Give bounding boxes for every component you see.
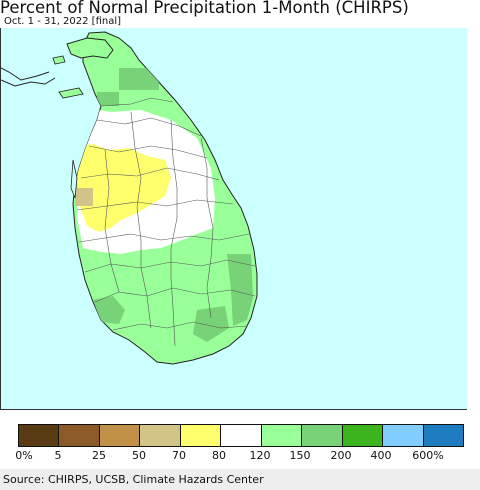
source-credit: Source: CHIRPS, UCSB, Climate Hazards Ce… [0,469,480,490]
date-range-subtitle: Oct. 1 - 31, 2022 [final] [4,16,122,27]
legend-label: 120 [249,449,271,462]
puttalam-lagoon [70,159,78,199]
legend-swatch [19,425,60,446]
legend-swatch [221,425,262,446]
map-title: Percent of Normal Precipitation 1-Month … [0,0,409,17]
dry-patch [75,188,93,206]
color-legend [18,424,464,447]
jaffna-peninsula [66,37,114,59]
island-delft [52,55,66,65]
legend-label: 5 [54,449,62,462]
legend-label: 80 [212,449,226,462]
legend-swatch [180,425,222,446]
sri-lanka-map [1,31,258,365]
legend-label: 200 [330,449,352,462]
legend-swatch [140,425,181,446]
legend-label: 50 [132,449,146,462]
wet-patch-southwest [93,296,125,324]
legend-label: 400 [370,449,392,462]
legend-label: 25 [92,449,106,462]
legend-swatch [99,425,141,446]
legend-label: 150 [289,449,311,462]
legend-label: 70 [172,449,186,462]
legend-swatch [423,425,463,446]
legend-swatch [59,425,100,446]
legend-swatch [383,425,424,446]
legend-swatch [342,425,384,446]
legend-swatch [261,425,303,446]
wet-patch-north [119,68,159,90]
legend-swatch [302,425,343,446]
india-coastline [1,67,56,87]
below-normal-zone [77,144,171,232]
legend-label: 0% [15,449,33,462]
island-mannar [58,87,84,99]
legend-label: 600% [412,449,444,462]
wet-patch-south [193,306,229,342]
wet-patch-east [227,254,253,326]
map-panel [0,28,467,410]
wet-patch-northwest [97,92,119,106]
